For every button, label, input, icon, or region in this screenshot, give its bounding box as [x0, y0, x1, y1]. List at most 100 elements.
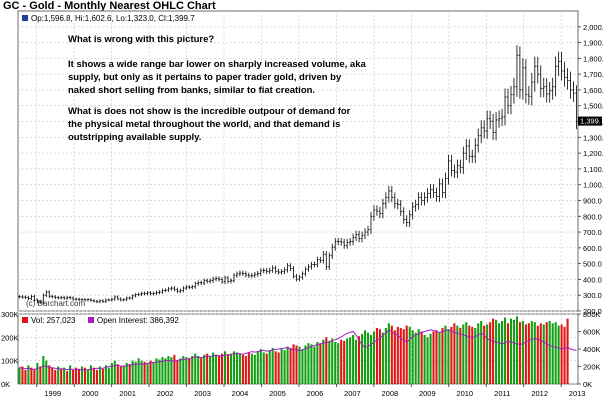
ohlc-bar — [289, 263, 292, 271]
ohlc-bar — [158, 290, 161, 295]
volume-bar — [503, 317, 507, 384]
annotation-heading: What is wrong with this picture? — [68, 34, 215, 45]
year-tick-label: 2011 — [494, 389, 510, 398]
year-tick-label: 2001 — [119, 389, 136, 398]
last-price-tag: 1,399.7 — [578, 116, 604, 126]
ohlc-bar — [420, 192, 423, 206]
ohlc-bar — [536, 56, 539, 84]
x-axis-year-ticks: 1999 2000 2001 2002 2003 2004 2005 2006 2007 2008… — [36, 384, 585, 398]
price-ohlc-series — [18, 45, 578, 305]
volume-bar — [557, 325, 560, 384]
ohlc-bar — [131, 294, 134, 300]
volume-bar — [474, 328, 477, 384]
price-tick-label: 1,800.0 — [583, 54, 604, 63]
volume-bar — [173, 354, 176, 384]
ohlc-bar — [30, 294, 33, 300]
volume-tick-label-right: 400K — [583, 345, 601, 354]
volume-bar — [69, 365, 72, 384]
ohlc-bar — [107, 298, 111, 302]
ohlc-bar — [411, 202, 414, 220]
ohlc-bar — [185, 285, 188, 291]
volume-bar — [483, 325, 486, 384]
volume-bar — [465, 322, 468, 384]
ohlc-bar — [465, 139, 468, 160]
ohlc-bar — [414, 199, 417, 212]
ohlc-bar — [342, 238, 346, 249]
volume-bar — [161, 357, 164, 384]
ohlc-bar — [372, 205, 376, 221]
volume-bar — [381, 332, 384, 384]
volume-bar — [444, 325, 447, 384]
ohlc-bar — [339, 238, 343, 246]
volume-bar — [396, 326, 399, 384]
ohlc-bar — [262, 267, 265, 274]
year-tick-label: 2002 — [157, 389, 174, 398]
ohlc-bar — [500, 108, 504, 127]
volume-bar — [468, 325, 471, 384]
annotation-paragraph-2: What is does not show is the incredible … — [68, 105, 350, 144]
ohlc-bar — [57, 296, 60, 300]
volume-bar — [57, 366, 60, 384]
volume-bar — [128, 364, 131, 384]
volume-bar — [530, 321, 533, 384]
volume-bar — [209, 356, 212, 384]
volume-bar — [42, 356, 45, 384]
ohlc-bar — [137, 292, 140, 297]
volume-bar — [197, 356, 200, 384]
volume-bar — [477, 323, 480, 384]
volume-bar — [343, 340, 346, 384]
ohlc-bar — [271, 265, 274, 273]
volume-bar — [459, 328, 462, 384]
ohlc-bar — [533, 56, 537, 92]
ohlc-bar — [250, 273, 254, 279]
price-tick-label: 1,700.0 — [583, 70, 604, 79]
year-tick-label: 2005 — [269, 389, 286, 398]
volume-bar — [349, 337, 352, 384]
annotation-line: supply, but only as it pertains to paper… — [68, 72, 342, 83]
ohlc-bar — [119, 297, 122, 302]
volume-bar — [307, 343, 310, 384]
ohlc-bar — [24, 295, 27, 300]
volume-bar — [277, 352, 280, 384]
volume-bar — [18, 367, 21, 384]
ohlc-bar — [194, 281, 197, 289]
volume-bar — [423, 335, 426, 384]
ohlc-bar — [396, 198, 399, 210]
price-tick-label: 1,200.0 — [583, 149, 604, 158]
ohlc-bar — [191, 284, 194, 290]
volume-bar — [289, 347, 292, 384]
ohlc-bar — [572, 81, 575, 102]
volume-tick-label-left: 0K — [1, 380, 10, 389]
volume-bar — [158, 359, 161, 384]
ohlc-bar — [399, 199, 402, 217]
ohlc-bar — [381, 198, 385, 219]
volume-bar — [170, 357, 173, 384]
ohlc-bar — [21, 295, 24, 299]
ohlc-bar — [313, 261, 316, 268]
volume-bar — [36, 363, 39, 384]
volume-bar — [438, 332, 441, 384]
ohlc-bar — [337, 237, 340, 246]
volume-bar — [63, 367, 66, 384]
ohlc-bar — [68, 296, 72, 300]
volume-bar — [188, 358, 191, 384]
volume-bar — [372, 331, 375, 384]
volume-bar — [319, 343, 322, 384]
ohlc-bar — [188, 285, 191, 290]
ohlc-bar — [417, 192, 420, 210]
ohlc-bar — [134, 292, 137, 298]
volume-bars — [18, 316, 569, 384]
ohlc-bar — [197, 280, 200, 286]
volume-bar — [316, 342, 319, 384]
price-tick-label: 800.0 — [583, 212, 602, 221]
volume-bar — [337, 343, 340, 384]
ohlc-bar — [357, 230, 361, 243]
ohlc-bar — [468, 139, 471, 163]
ohlc-bar — [506, 88, 510, 115]
ohlc-bar — [86, 298, 90, 302]
volume-bar — [95, 370, 98, 384]
ohlc-bar — [575, 85, 578, 130]
year-tick-label: 2007 — [344, 389, 361, 398]
ohlc-bar — [351, 233, 355, 246]
volume-bar — [283, 350, 286, 384]
